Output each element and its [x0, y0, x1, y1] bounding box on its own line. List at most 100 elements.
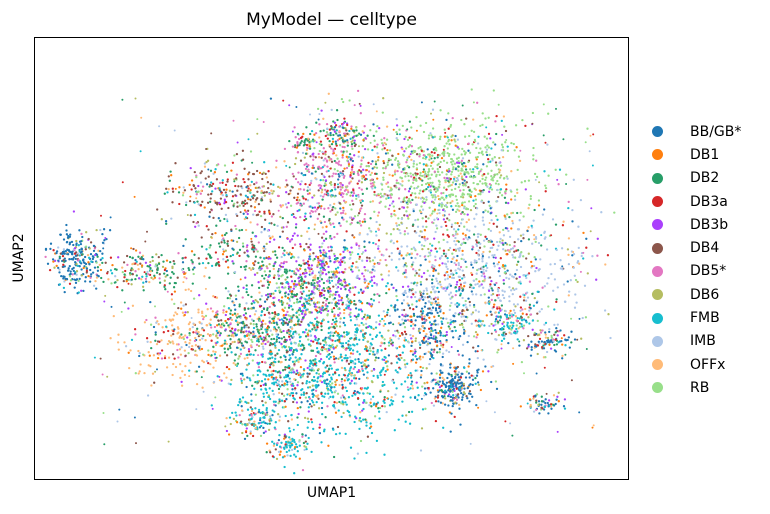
- data-point: [268, 281, 272, 284]
- data-point: [295, 401, 299, 404]
- data-point: [351, 270, 354, 273]
- data-point: [317, 261, 320, 264]
- data-point: [338, 175, 341, 178]
- data-point: [288, 299, 292, 302]
- data-point: [490, 188, 494, 191]
- data-point: [261, 319, 265, 322]
- data-point: [297, 360, 300, 364]
- data-point: [479, 124, 482, 128]
- data-point: [189, 289, 193, 293]
- data-point: [288, 377, 291, 380]
- data-point: [324, 303, 328, 306]
- data-point: [215, 329, 218, 333]
- data-point: [364, 249, 367, 252]
- data-point: [261, 274, 264, 278]
- data-point: [171, 190, 175, 193]
- data-point: [252, 194, 255, 197]
- data-point: [336, 157, 339, 160]
- data-point: [123, 273, 126, 276]
- data-point: [51, 258, 55, 261]
- data-point: [404, 339, 408, 342]
- data-point: [336, 139, 340, 142]
- data-point: [302, 441, 306, 445]
- data-point: [370, 405, 373, 408]
- data-point: [289, 330, 292, 333]
- data-point: [490, 147, 493, 150]
- data-point: [355, 134, 358, 137]
- data-point: [487, 116, 490, 119]
- data-point: [323, 193, 326, 196]
- data-point: [221, 194, 224, 197]
- data-point: [101, 241, 105, 244]
- data-point: [274, 404, 277, 407]
- data-point: [203, 206, 206, 209]
- data-point: [265, 406, 268, 410]
- data-point: [406, 172, 409, 175]
- data-point: [318, 123, 321, 126]
- data-point: [237, 403, 240, 407]
- data-point: [280, 337, 283, 340]
- data-point: [471, 143, 474, 146]
- data-point: [383, 401, 386, 405]
- data-point: [305, 271, 308, 275]
- data-point: [393, 184, 396, 188]
- data-point: [62, 265, 65, 268]
- data-point: [150, 346, 153, 350]
- data-point: [420, 205, 423, 208]
- data-point: [139, 363, 142, 366]
- data-point: [323, 347, 327, 351]
- data-point: [241, 296, 244, 299]
- data-point: [263, 277, 266, 280]
- data-point: [356, 390, 359, 394]
- data-point: [225, 342, 229, 346]
- data-point: [328, 326, 331, 329]
- data-point: [262, 257, 266, 260]
- data-point: [451, 116, 454, 120]
- data-point: [333, 126, 337, 129]
- data-point: [295, 301, 299, 304]
- data-point: [381, 142, 384, 145]
- data-point: [193, 170, 196, 174]
- data-point: [266, 413, 269, 416]
- data-point: [202, 334, 205, 338]
- data-point: [297, 181, 300, 184]
- data-point: [360, 159, 363, 162]
- data-point: [283, 434, 286, 438]
- data-point: [330, 108, 333, 112]
- data-point: [180, 346, 183, 349]
- data-point: [443, 128, 446, 131]
- data-point: [230, 228, 233, 231]
- data-point: [217, 242, 221, 245]
- data-point: [446, 201, 449, 205]
- data-point: [437, 162, 440, 166]
- data-point: [322, 195, 325, 198]
- data-point: [250, 195, 254, 198]
- data-point: [403, 345, 406, 348]
- data-point: [342, 250, 345, 253]
- data-point: [446, 228, 449, 232]
- data-point: [335, 401, 339, 404]
- data-point: [437, 194, 440, 198]
- data-point: [279, 376, 282, 379]
- data-point: [437, 170, 440, 174]
- data-point: [204, 177, 207, 180]
- data-point: [254, 407, 257, 410]
- data-point: [433, 170, 436, 173]
- data-point: [340, 150, 343, 153]
- data-point: [247, 197, 250, 201]
- data-point: [531, 111, 535, 115]
- data-point: [201, 359, 204, 362]
- data-point: [476, 155, 479, 159]
- data-point: [380, 349, 383, 352]
- data-point: [518, 159, 522, 163]
- data-point: [310, 349, 313, 352]
- data-point: [180, 333, 183, 336]
- data-point: [221, 234, 224, 237]
- data-point: [264, 387, 267, 390]
- data-point: [410, 175, 413, 178]
- data-point: [348, 152, 352, 156]
- data-point: [145, 318, 148, 322]
- data-point: [395, 361, 399, 364]
- data-point: [291, 332, 295, 336]
- data-point: [178, 348, 182, 351]
